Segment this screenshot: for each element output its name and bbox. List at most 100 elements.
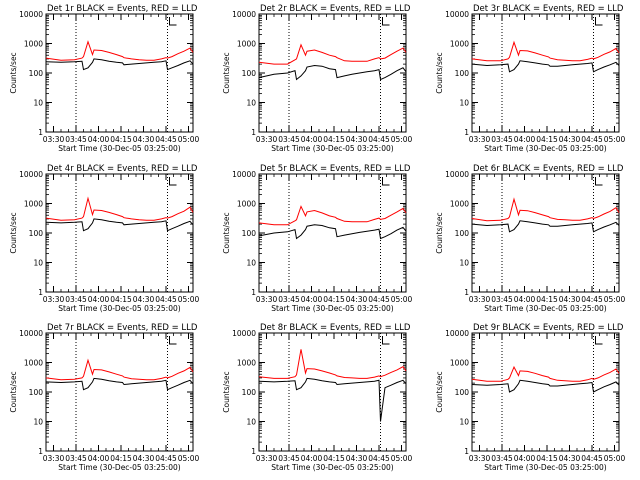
y-tick-label: 10 — [246, 418, 256, 427]
x-axis-label: Start Time (30-Dec-05 03:25:00) — [484, 463, 606, 472]
x-axis-label: Start Time (30-Dec-05 03:25:00) — [271, 144, 393, 153]
x-tick-label: 04:45 — [581, 135, 603, 144]
x-tick-label: 04:15 — [323, 295, 345, 304]
plot-frame — [258, 173, 407, 293]
panel-title: Det 6r BLACK = Events, RED = LLD — [473, 164, 624, 174]
panel-det-9: Det 9r BLACK = Events, RED = LLD 1 10 100 10… — [435, 323, 626, 472]
lld-series-line — [45, 196, 194, 221]
y-tick-label: 100 — [242, 69, 257, 78]
y-tick-label: 100 — [455, 388, 470, 397]
plot-frame — [45, 13, 194, 133]
interval-bracket — [595, 336, 603, 345]
plot-frame — [45, 332, 194, 452]
y-tick-label: 10 — [459, 259, 469, 268]
x-tick-label: 04:45 — [155, 135, 177, 144]
panel-det-2: Det 2r BLACK = Events, RED = LLD 1 10 100 10… — [222, 4, 413, 153]
x-tick-label: 04:45 — [581, 454, 603, 463]
y-tick-label: 10000 — [19, 10, 43, 19]
events-series-line — [45, 218, 194, 232]
plot-frame — [258, 13, 407, 133]
x-tick-label: 04:30 — [346, 295, 368, 304]
panel-title: Det 7r BLACK = Events, RED = LLD — [47, 323, 198, 333]
x-tick-label: 04:15 — [536, 135, 558, 144]
x-tick-label: 03:45 — [65, 135, 87, 144]
x-axis-label: Start Time (30-Dec-05 03:25:00) — [58, 144, 180, 153]
x-tick-label: 04:00 — [514, 135, 536, 144]
x-tick-label: 04:15 — [323, 135, 345, 144]
lld-series-line — [258, 349, 407, 379]
panel-det-5: Det 5r BLACK = Events, RED = LLD 1 10 100 10… — [222, 164, 413, 313]
y-tick-label: 10 — [33, 259, 43, 268]
x-axis-label: Start Time (30-Dec-05 03:25:00) — [271, 463, 393, 472]
x-tick-label: 04:45 — [581, 295, 603, 304]
x-tick-label: 03:45 — [278, 295, 300, 304]
panel-det-6: Det 6r BLACK = Events, RED = LLD 1 10 100 10… — [435, 164, 626, 313]
x-tick-label: 04:15 — [110, 295, 132, 304]
y-tick-label: 10 — [33, 99, 43, 108]
x-tick-label: 04:30 — [559, 454, 581, 463]
y-tick-label: 10 — [459, 99, 469, 108]
y-tick-label: 10 — [246, 259, 256, 268]
x-tick-label: 05:00 — [178, 295, 200, 304]
panel-title: Det 8r BLACK = Events, RED = LLD — [260, 323, 411, 333]
y-tick-label: 1000 — [237, 200, 256, 209]
y-axis-label: Counts/sec — [222, 212, 231, 253]
x-tick-label: 03:30 — [256, 135, 278, 144]
panel-det-1: Det 1r BLACK = Events, RED = LLD 1 10 100 10… — [9, 4, 200, 153]
x-tick-label: 03:45 — [491, 454, 513, 463]
y-axis-label: Counts/sec — [222, 52, 231, 93]
y-tick-label: 1000 — [450, 200, 469, 209]
x-tick-label: 04:00 — [301, 135, 323, 144]
events-series-line — [258, 64, 407, 81]
panel-title: Det 9r BLACK = Events, RED = LLD — [473, 323, 624, 333]
plot-frame — [471, 332, 620, 452]
x-tick-label: 03:45 — [491, 135, 513, 144]
x-tick-label: 04:45 — [368, 454, 390, 463]
x-tick-label: 04:15 — [536, 295, 558, 304]
events-series-line — [258, 377, 407, 422]
y-tick-label: 100 — [242, 388, 257, 397]
y-tick-label: 100 — [455, 69, 470, 78]
x-tick-label: 04:15 — [536, 454, 558, 463]
y-tick-label: 1 — [38, 288, 43, 297]
y-tick-label: 1 — [251, 447, 256, 456]
interval-bracket — [169, 336, 177, 345]
y-tick-label: 1000 — [237, 359, 256, 368]
x-axis-label: Start Time (30-Dec-05 03:25:00) — [484, 144, 606, 153]
x-tick-label: 04:45 — [155, 454, 177, 463]
interval-bracket — [169, 17, 177, 26]
x-tick-label: 03:30 — [469, 295, 491, 304]
interval-bracket — [595, 17, 603, 26]
x-tick-label: 04:30 — [559, 295, 581, 304]
x-tick-label: 03:45 — [278, 135, 300, 144]
x-tick-label: 04:00 — [88, 135, 110, 144]
x-tick-label: 04:00 — [514, 454, 536, 463]
y-tick-label: 100 — [29, 69, 44, 78]
x-axis-label: Start Time (30-Dec-05 03:25:00) — [484, 304, 606, 313]
panel-det-3: Det 3r BLACK = Events, RED = LLD 1 10 100 10… — [435, 4, 626, 153]
y-tick-label: 100 — [29, 229, 44, 238]
x-tick-label: 03:30 — [469, 454, 491, 463]
x-tick-label: 05:00 — [604, 454, 626, 463]
interval-bracket — [382, 177, 390, 186]
x-tick-label: 05:00 — [391, 454, 413, 463]
x-tick-label: 05:00 — [178, 135, 200, 144]
y-tick-label: 100 — [242, 229, 257, 238]
lld-series-line — [45, 358, 194, 381]
x-tick-label: 04:00 — [88, 295, 110, 304]
y-tick-label: 10 — [459, 418, 469, 427]
x-tick-label: 05:00 — [604, 135, 626, 144]
x-tick-label: 04:30 — [133, 454, 155, 463]
interval-bracket — [595, 177, 603, 186]
panel-title: Det 3r BLACK = Events, RED = LLD — [473, 4, 624, 14]
y-tick-label: 10000 — [232, 170, 256, 179]
events-series-line — [45, 377, 194, 391]
y-tick-label: 1 — [464, 288, 469, 297]
y-tick-label: 100 — [29, 388, 44, 397]
x-tick-label: 05:00 — [604, 295, 626, 304]
x-tick-label: 04:15 — [110, 454, 132, 463]
x-tick-label: 04:00 — [301, 454, 323, 463]
y-tick-label: 1 — [251, 288, 256, 297]
x-tick-label: 03:30 — [43, 454, 65, 463]
